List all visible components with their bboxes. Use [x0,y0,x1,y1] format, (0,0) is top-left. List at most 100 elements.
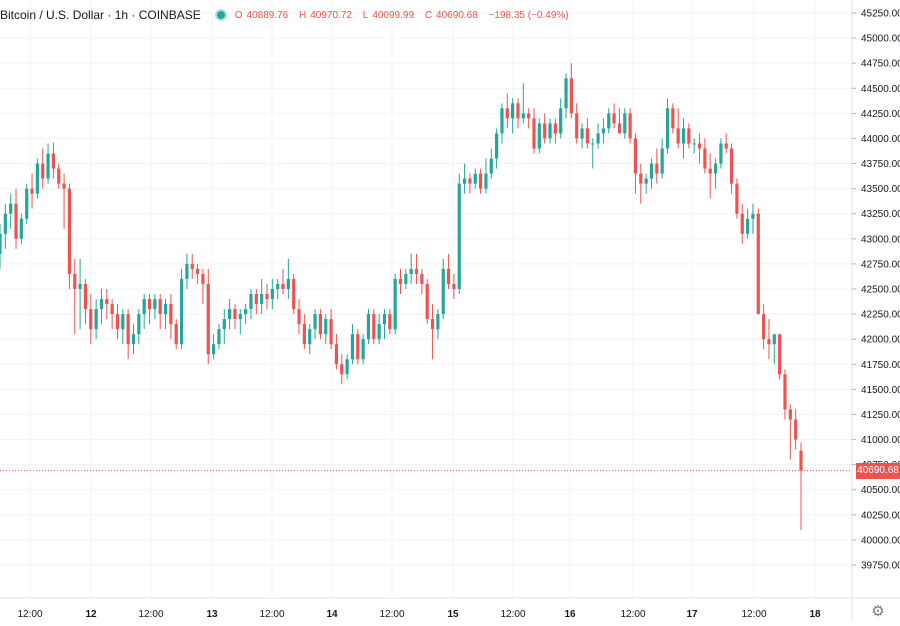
candle-up [404,268,408,289]
candle-body [190,263,194,269]
candle-down [372,309,376,345]
candle-up [591,138,595,169]
candle-down [67,183,72,289]
candle-up [601,118,606,144]
candle-down [398,268,403,295]
candle-body [617,123,622,134]
candle-down [633,133,638,194]
candle-down [190,253,194,279]
candle-down [612,103,616,129]
candle-body [414,268,419,274]
candle-up [153,294,157,320]
candle-body [687,128,691,144]
candle-down [174,319,178,350]
candle-up [473,168,477,189]
candle-body [500,108,504,134]
candle-body [25,188,29,219]
candle-body [735,183,739,214]
candle-down [729,143,734,194]
candle-body [655,163,659,174]
x-tick-label: 12:00 [259,609,284,620]
candle-body [89,309,93,330]
candle-up [350,324,355,365]
symbol-title[interactable]: Bitcoin / U.S. Dollar · 1h · COINBASE [0,8,201,22]
candle-body [41,163,45,179]
candle-body [708,168,712,174]
candle-down [778,334,782,380]
candle-up [751,203,755,234]
candle-up [537,118,541,154]
candle-body [575,113,579,139]
open-label: O [234,9,243,21]
candle-down [767,319,771,360]
candle-body [473,173,477,184]
candle-down [762,304,766,350]
candle-up [511,98,515,134]
candle-body [457,183,461,289]
candle-down [158,294,162,330]
candle-down [318,309,323,340]
candle-up [692,138,696,154]
candle-body [14,203,18,239]
candle-body [468,178,472,184]
price-axis: 45250.00 45000.00 44750.00 44500.00 44250.00… [851,0,900,621]
y-tick-label: 40000.00 [861,535,900,546]
candle-body [0,233,2,254]
candle-body [147,299,152,310]
candle-up [559,98,563,139]
x-tick-label: 16 [564,609,576,620]
candle-body [788,409,792,420]
x-tick-label: 12 [85,609,97,620]
candle-body [73,273,77,289]
candle-down [83,278,88,325]
candle-down [292,273,296,315]
gear-icon[interactable]: ⚙ [871,603,885,620]
candle-body [623,113,627,134]
candle-up [393,273,397,335]
candle-down [297,299,301,335]
candle-body [158,299,162,315]
candle-down [708,153,712,199]
candle-up [745,208,750,239]
candle-body [628,113,632,139]
candle-down [799,442,803,530]
candle-body [751,213,755,219]
candle-down [446,253,451,289]
candle-down [195,263,200,284]
candle-body [585,128,590,144]
candle-body [489,158,493,174]
ohlc-values: O 40889.76 H 40970.72 L 40099.99 C 40690.68 … [235,10,573,21]
candle-body [276,283,280,289]
candle-body [762,314,766,340]
candle-body [265,294,269,300]
candle-body [99,299,104,310]
candle-down [14,188,18,249]
y-tick-label: 41250.00 [861,410,900,421]
candle-down [206,268,210,365]
candle-up [521,83,525,124]
candle-up [436,309,440,340]
candle-up [660,138,664,179]
x-tick-label: 12:00 [741,609,766,620]
market-status-icon [214,9,227,21]
candle-body [729,148,734,184]
candle-down [505,93,509,129]
candle-down [553,118,557,144]
candle-up [9,193,13,229]
candle-body [388,314,392,330]
candle-body [713,163,718,174]
candle-body [553,123,557,134]
candle-body [324,319,328,335]
x-tick-label: 12:00 [379,609,404,620]
candle-body [153,299,157,310]
candle-body [195,268,200,274]
candle-up [308,324,312,355]
candle-down [740,203,744,244]
candle-down [628,108,632,144]
candle-body [46,153,50,179]
candle-body [121,314,125,330]
x-tick-label: 12:00 [138,609,163,620]
candle-up [409,253,413,284]
